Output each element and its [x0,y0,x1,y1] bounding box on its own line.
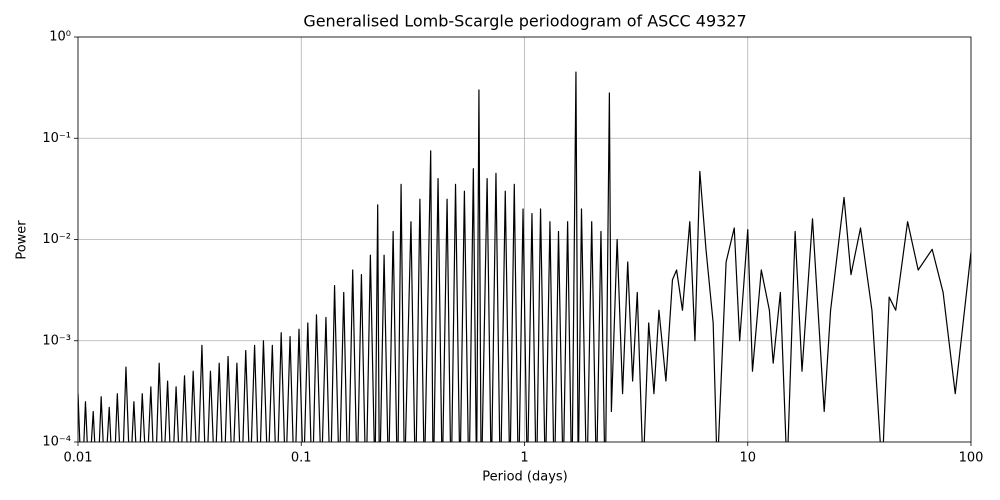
chart-title: Generalised Lomb-Scargle periodogram of … [303,12,746,31]
y-tick-label: 10⁻⁴ [42,435,71,450]
x-tick-label: 0.1 [291,451,312,466]
y-axis-label: Power [15,220,30,260]
y-tick-label: 10⁰ [49,30,71,45]
x-tick-label: 1 [520,451,528,466]
periodogram-line [78,71,971,442]
x-tick-label: 0.01 [64,451,93,466]
ticks: 0.01 0.1 1 10 100 10⁻⁴ 10⁻³ 10⁻² 10⁻¹ 10⁰ [42,30,983,466]
y-tick-label: 10⁻³ [42,333,71,348]
x-axis-label: Period (days) [482,470,568,485]
y-tick-label: 10⁻¹ [42,131,71,146]
x-tick-label: 10 [739,451,756,466]
y-tick-label: 10⁻² [42,232,71,247]
plot-area [78,71,971,442]
x-tick-label: 100 [959,451,984,466]
